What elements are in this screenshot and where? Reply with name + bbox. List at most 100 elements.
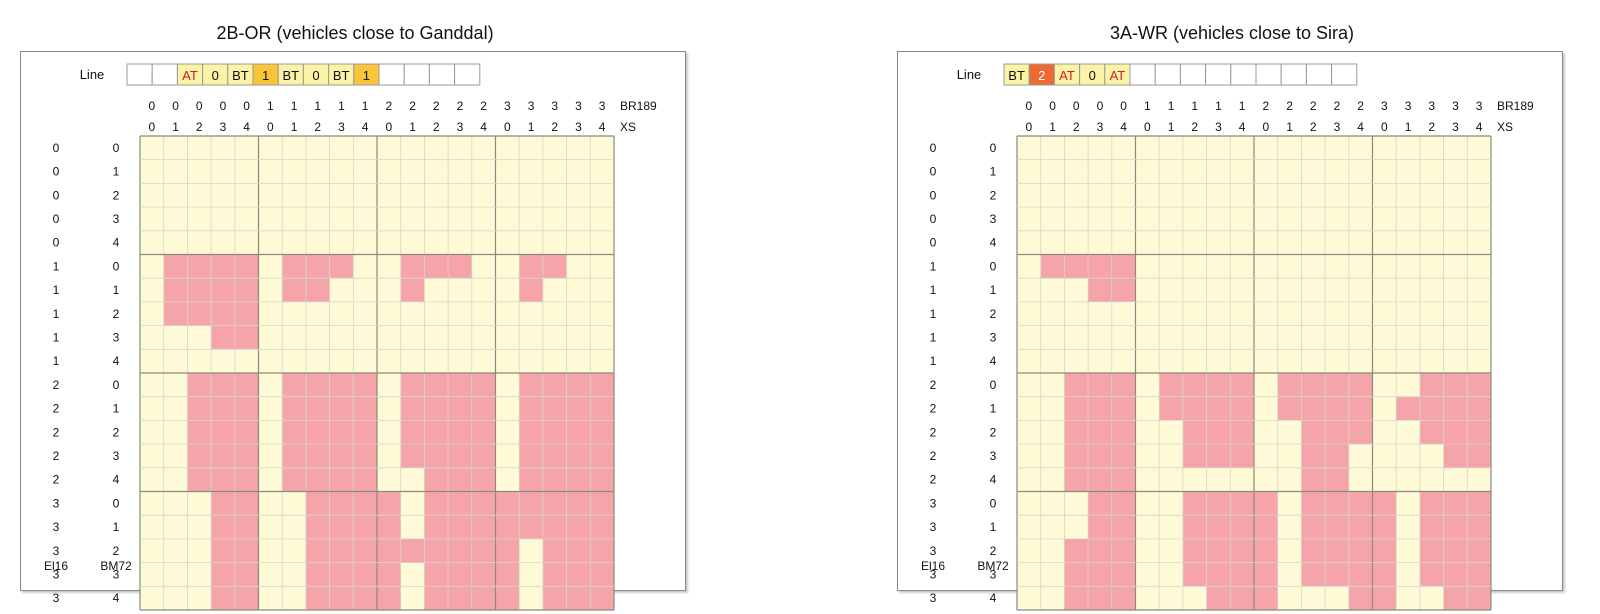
heatmap-cell: [1064, 467, 1089, 492]
heatmap-cell: [1348, 420, 1373, 445]
heatmap-cell: [471, 491, 496, 516]
heatmap-cell: [211, 444, 235, 468]
heatmap-cell: [377, 420, 401, 445]
heatmap-cell: [424, 207, 449, 231]
heatmap-cell: [424, 538, 449, 563]
heatmap-cell: [590, 373, 614, 397]
heatmap-cell: [305, 373, 330, 397]
heatmap-cell: [1348, 515, 1373, 539]
heatmap-cell: [1159, 538, 1183, 563]
heatmap-cell: [1111, 515, 1136, 539]
heatmap-cell: [329, 515, 354, 539]
heatmap-cell: [163, 349, 188, 373]
line-cell-label: AT: [182, 68, 198, 83]
heatmap-cell: [1159, 420, 1183, 445]
heatmap-cell: [211, 159, 235, 184]
heatmap-cell: [353, 159, 377, 184]
heatmap-cell: [1467, 301, 1491, 326]
heatmap-cell: [448, 159, 472, 184]
heatmap-cell: [1088, 420, 1112, 445]
heatmap-cell: [1088, 230, 1112, 255]
heatmap-cell: [1230, 230, 1254, 255]
heatmap-cell: [282, 420, 306, 445]
heatmap-cell: [377, 349, 401, 373]
heatmap-cell: [1064, 586, 1089, 610]
heatmap-cell: [1111, 325, 1136, 350]
heatmap-cell: [1088, 136, 1112, 160]
heatmap-cell: [282, 278, 306, 302]
heatmap-cell: [1182, 301, 1207, 326]
heatmap-cell: [1396, 278, 1420, 302]
heatmap-cell: [542, 301, 567, 326]
heatmap-cell: [353, 444, 377, 468]
heatmap-cell: [1254, 159, 1278, 184]
heatmap-cell: [1325, 301, 1349, 326]
heatmap-cell: [448, 515, 472, 539]
heatmap-cell: [1443, 515, 1468, 539]
heatmap-cell: [234, 491, 259, 516]
x-tick-top: 3: [1405, 99, 1412, 113]
y-tick-right: 1: [113, 283, 120, 297]
heatmap-cell: [1348, 349, 1373, 373]
heatmap-cell: [1301, 373, 1326, 397]
heatmap-cell: [1419, 278, 1444, 302]
y-tick-right: 0: [113, 259, 120, 273]
line-cell: [378, 63, 405, 86]
x-tick-top: 3: [528, 99, 535, 113]
heatmap-cell: [1135, 207, 1160, 231]
line-cell: [1305, 63, 1333, 86]
heatmap-cell: [140, 349, 164, 373]
heatmap-cell: [329, 278, 354, 302]
heatmap-cell: [1206, 444, 1231, 468]
heatmap-cell: [1040, 183, 1065, 208]
heatmap-cell: [424, 444, 449, 468]
heatmap-cell: [211, 230, 235, 255]
heatmap-cell: [377, 230, 401, 255]
heatmap-cell: [1135, 230, 1160, 255]
heatmap-cell: [1396, 586, 1420, 610]
y-tick-right: 2: [990, 544, 997, 558]
heatmap-cell: [590, 538, 614, 563]
heatmap-cell: [353, 183, 377, 208]
heatmap-cell: [1254, 349, 1278, 373]
heatmap-cell: [1372, 538, 1397, 563]
line-cell: [1280, 63, 1307, 86]
heatmap-cell: [448, 325, 472, 350]
heatmap-cell: [377, 491, 401, 516]
heatmap-cell: [1182, 420, 1207, 445]
heatmap-cell: [211, 349, 235, 373]
heatmap-cell: [1443, 230, 1468, 255]
heatmap-cell: [566, 538, 591, 563]
heatmap-cell: [1135, 586, 1160, 610]
heatmap-cell: [1064, 278, 1089, 302]
heatmap-cell: [1254, 396, 1278, 421]
heatmap-cell: [495, 396, 520, 421]
y-tick-left: 1: [53, 330, 60, 344]
heatmap-cell: [305, 136, 330, 160]
heatmap-cell: [448, 467, 472, 492]
heatmap-cell: [234, 420, 259, 445]
x-tick-top: 2: [1286, 99, 1293, 113]
heatmap-cell: [1419, 491, 1444, 516]
heatmap-cell: [187, 562, 212, 587]
heatmap-cell: [1088, 183, 1112, 208]
heatmap-cell: [140, 373, 164, 397]
heatmap-cell: [1064, 254, 1089, 279]
heatmap-cell: [258, 207, 283, 231]
heatmap-cell: [1206, 515, 1231, 539]
heatmap-cell: [163, 467, 188, 492]
heatmap-cell: [542, 325, 567, 350]
heatmap-cell: [542, 278, 567, 302]
heatmap-cell: [258, 538, 283, 563]
x-tick-bottom: 3: [1334, 120, 1341, 134]
heatmap-cell: [1419, 467, 1444, 492]
heatmap-cell: [542, 207, 567, 231]
heatmap-cell: [542, 349, 567, 373]
line-cell: [1331, 63, 1358, 86]
heatmap-cell: [234, 301, 259, 326]
heatmap-cell: [495, 349, 520, 373]
heatmap-cell: [329, 349, 354, 373]
heatmap-cell: [590, 207, 614, 231]
heatmap-cell: [1064, 444, 1089, 468]
heatmap-cell: [590, 396, 614, 421]
